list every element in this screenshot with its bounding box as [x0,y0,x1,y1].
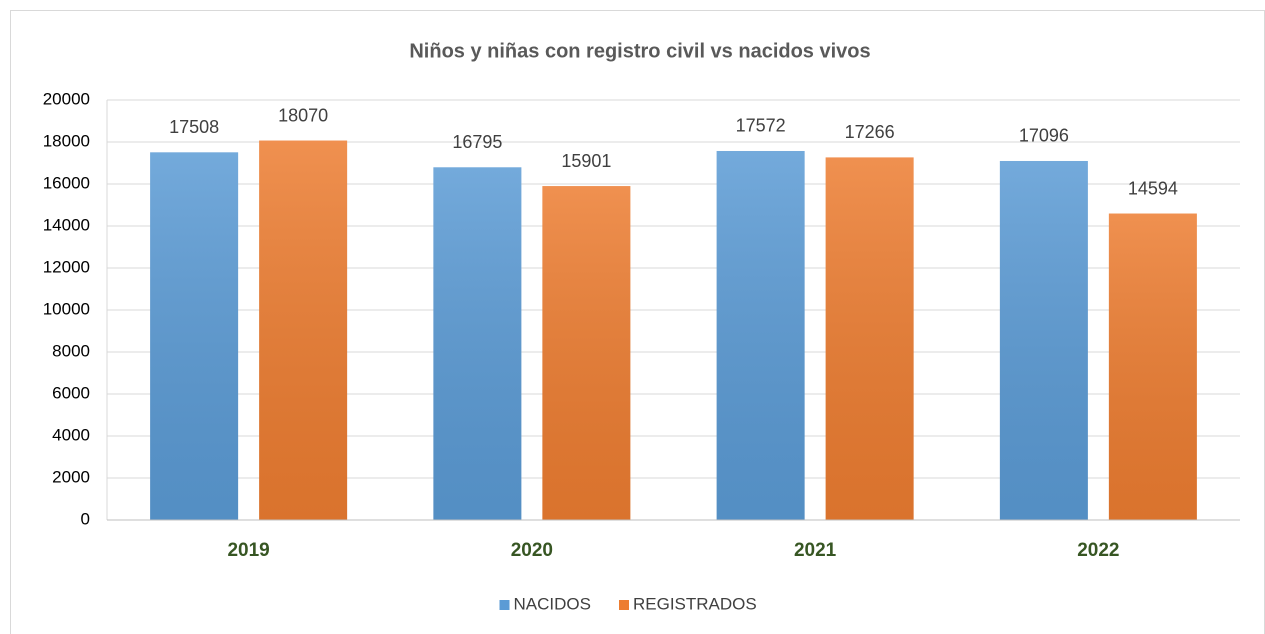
data-label: 16795 [452,132,502,152]
legend-swatch [499,600,510,610]
legend-swatch [619,600,629,610]
x-tick-label: 2022 [1077,540,1119,561]
data-label: 17508 [169,117,219,137]
data-label: 17096 [1019,126,1069,146]
legend-label: NACIDOS [514,594,591,613]
x-tick-label: 2019 [227,540,269,561]
y-tick-label: 4000 [52,425,90,444]
y-tick-label: 10000 [43,299,90,318]
data-label: 14594 [1128,178,1178,198]
x-tick-label: 2020 [511,540,553,561]
y-tick-label: 6000 [52,383,90,402]
data-label: 15901 [561,151,611,171]
y-tick-label: 20000 [43,89,90,108]
bar [542,186,631,521]
data-label: 18070 [278,105,328,125]
y-tick-label: 16000 [43,173,90,192]
y-tick-label: 14000 [43,215,90,234]
bar [433,167,522,520]
y-tick-label: 18000 [43,131,90,150]
legend-label: REGISTRADOS [633,594,757,613]
bar [999,160,1088,520]
bar [259,140,348,520]
data-label: 17266 [845,122,895,142]
x-tick-label: 2021 [794,540,837,561]
y-tick-label: 2000 [52,467,90,486]
bar [1108,213,1197,520]
chart-title: Niños y niñas con registro civil vs naci… [409,40,870,62]
bar [716,150,805,520]
bar [825,157,914,520]
data-label: 17572 [736,116,786,136]
y-tick-label: 8000 [52,341,90,360]
y-tick-label: 0 [81,509,90,528]
y-tick-label: 12000 [43,257,90,276]
bar [150,152,239,520]
